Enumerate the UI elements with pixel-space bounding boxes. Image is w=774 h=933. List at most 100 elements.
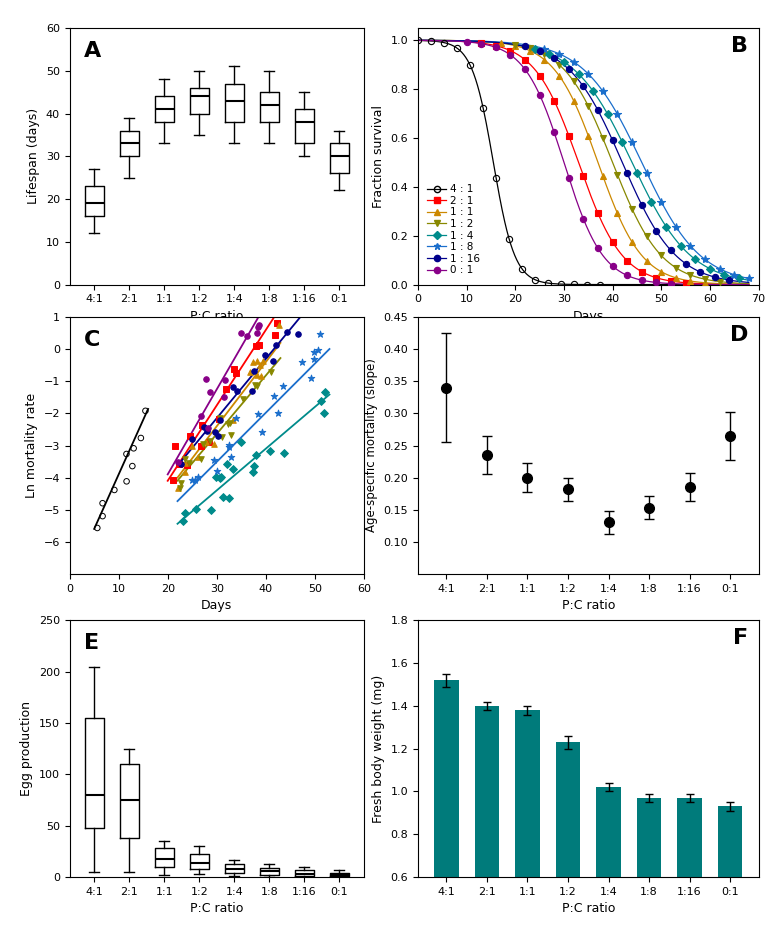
Point [312, 342, 324, 357]
Point [314, 278, 327, 293]
Point [108, 482, 121, 497]
Point [172, 480, 184, 495]
Point [230, 366, 242, 381]
Point [186, 432, 198, 447]
Point [249, 377, 262, 392]
Point [200, 371, 212, 386]
Bar [677, 798, 702, 933]
Point [97, 495, 109, 510]
Text: A: A [84, 41, 101, 61]
Point [218, 390, 231, 405]
Point [255, 425, 268, 439]
Point [307, 345, 320, 360]
Bar [718, 806, 742, 933]
Point [217, 489, 229, 504]
Point [135, 430, 147, 445]
Point [317, 269, 329, 284]
Point [250, 339, 262, 354]
Point [228, 412, 240, 427]
Point [139, 403, 152, 418]
Point [223, 439, 235, 454]
Y-axis label: Lifespan (days): Lifespan (days) [27, 108, 40, 204]
Point [181, 457, 194, 472]
Point [208, 425, 221, 439]
Point [91, 521, 104, 536]
Text: E: E [84, 634, 100, 653]
X-axis label: P:C ratio: P:C ratio [562, 902, 615, 915]
Point [269, 327, 281, 342]
X-axis label: P:C ratio: P:C ratio [562, 599, 615, 612]
Point [314, 394, 327, 409]
Point [166, 473, 179, 488]
Point [313, 327, 326, 341]
Point [200, 435, 213, 450]
Point [307, 289, 319, 304]
Y-axis label: Age-specific mortality (slope): Age-specific mortality (slope) [365, 358, 378, 533]
Point [222, 417, 235, 432]
Point [292, 327, 304, 341]
Point [257, 354, 269, 369]
Point [190, 501, 202, 516]
Point [201, 424, 214, 439]
Point [244, 365, 256, 380]
Point [319, 384, 331, 399]
Point [214, 412, 226, 427]
Y-axis label: Egg production: Egg production [20, 702, 33, 796]
Point [174, 480, 187, 495]
Point [204, 434, 216, 449]
Point [296, 355, 308, 369]
Point [248, 459, 260, 474]
Point [211, 463, 223, 478]
Point [248, 364, 260, 379]
Point [265, 365, 277, 380]
Point [230, 411, 242, 425]
Point [276, 379, 289, 394]
Point [247, 465, 259, 480]
Point [177, 514, 190, 529]
Point [192, 469, 204, 484]
X-axis label: P:C ratio: P:C ratio [190, 902, 243, 915]
Point [121, 474, 133, 489]
Point [253, 318, 265, 333]
Point [175, 476, 187, 491]
Point [205, 503, 217, 518]
Point [203, 435, 215, 450]
Point [278, 445, 290, 460]
Point [198, 420, 211, 435]
Point [189, 473, 201, 488]
Point [251, 354, 263, 369]
Point [221, 456, 233, 471]
Point [204, 384, 216, 399]
X-axis label: P:C ratio: P:C ratio [190, 310, 243, 323]
Point [273, 317, 286, 332]
Point [231, 383, 244, 398]
Point [120, 447, 132, 462]
Point [252, 320, 264, 335]
Text: B: B [731, 35, 748, 56]
Point [208, 437, 221, 452]
Point [223, 491, 235, 506]
Point [235, 434, 247, 449]
Point [225, 428, 238, 443]
Point [319, 266, 331, 281]
Point [267, 354, 279, 369]
Point [202, 421, 214, 436]
Point [214, 469, 227, 484]
Point [259, 295, 272, 310]
Point [259, 347, 272, 362]
Point [220, 382, 232, 397]
Point [172, 454, 184, 469]
Point [186, 473, 198, 488]
Point [268, 389, 280, 404]
Point [211, 429, 224, 444]
Point [252, 407, 264, 422]
Point [251, 368, 263, 383]
Point [179, 456, 191, 471]
Point [210, 469, 222, 484]
Point [241, 328, 253, 343]
Point [215, 430, 228, 445]
Point [197, 436, 209, 451]
Point [270, 315, 283, 330]
Point [173, 456, 185, 471]
Point [184, 428, 197, 443]
